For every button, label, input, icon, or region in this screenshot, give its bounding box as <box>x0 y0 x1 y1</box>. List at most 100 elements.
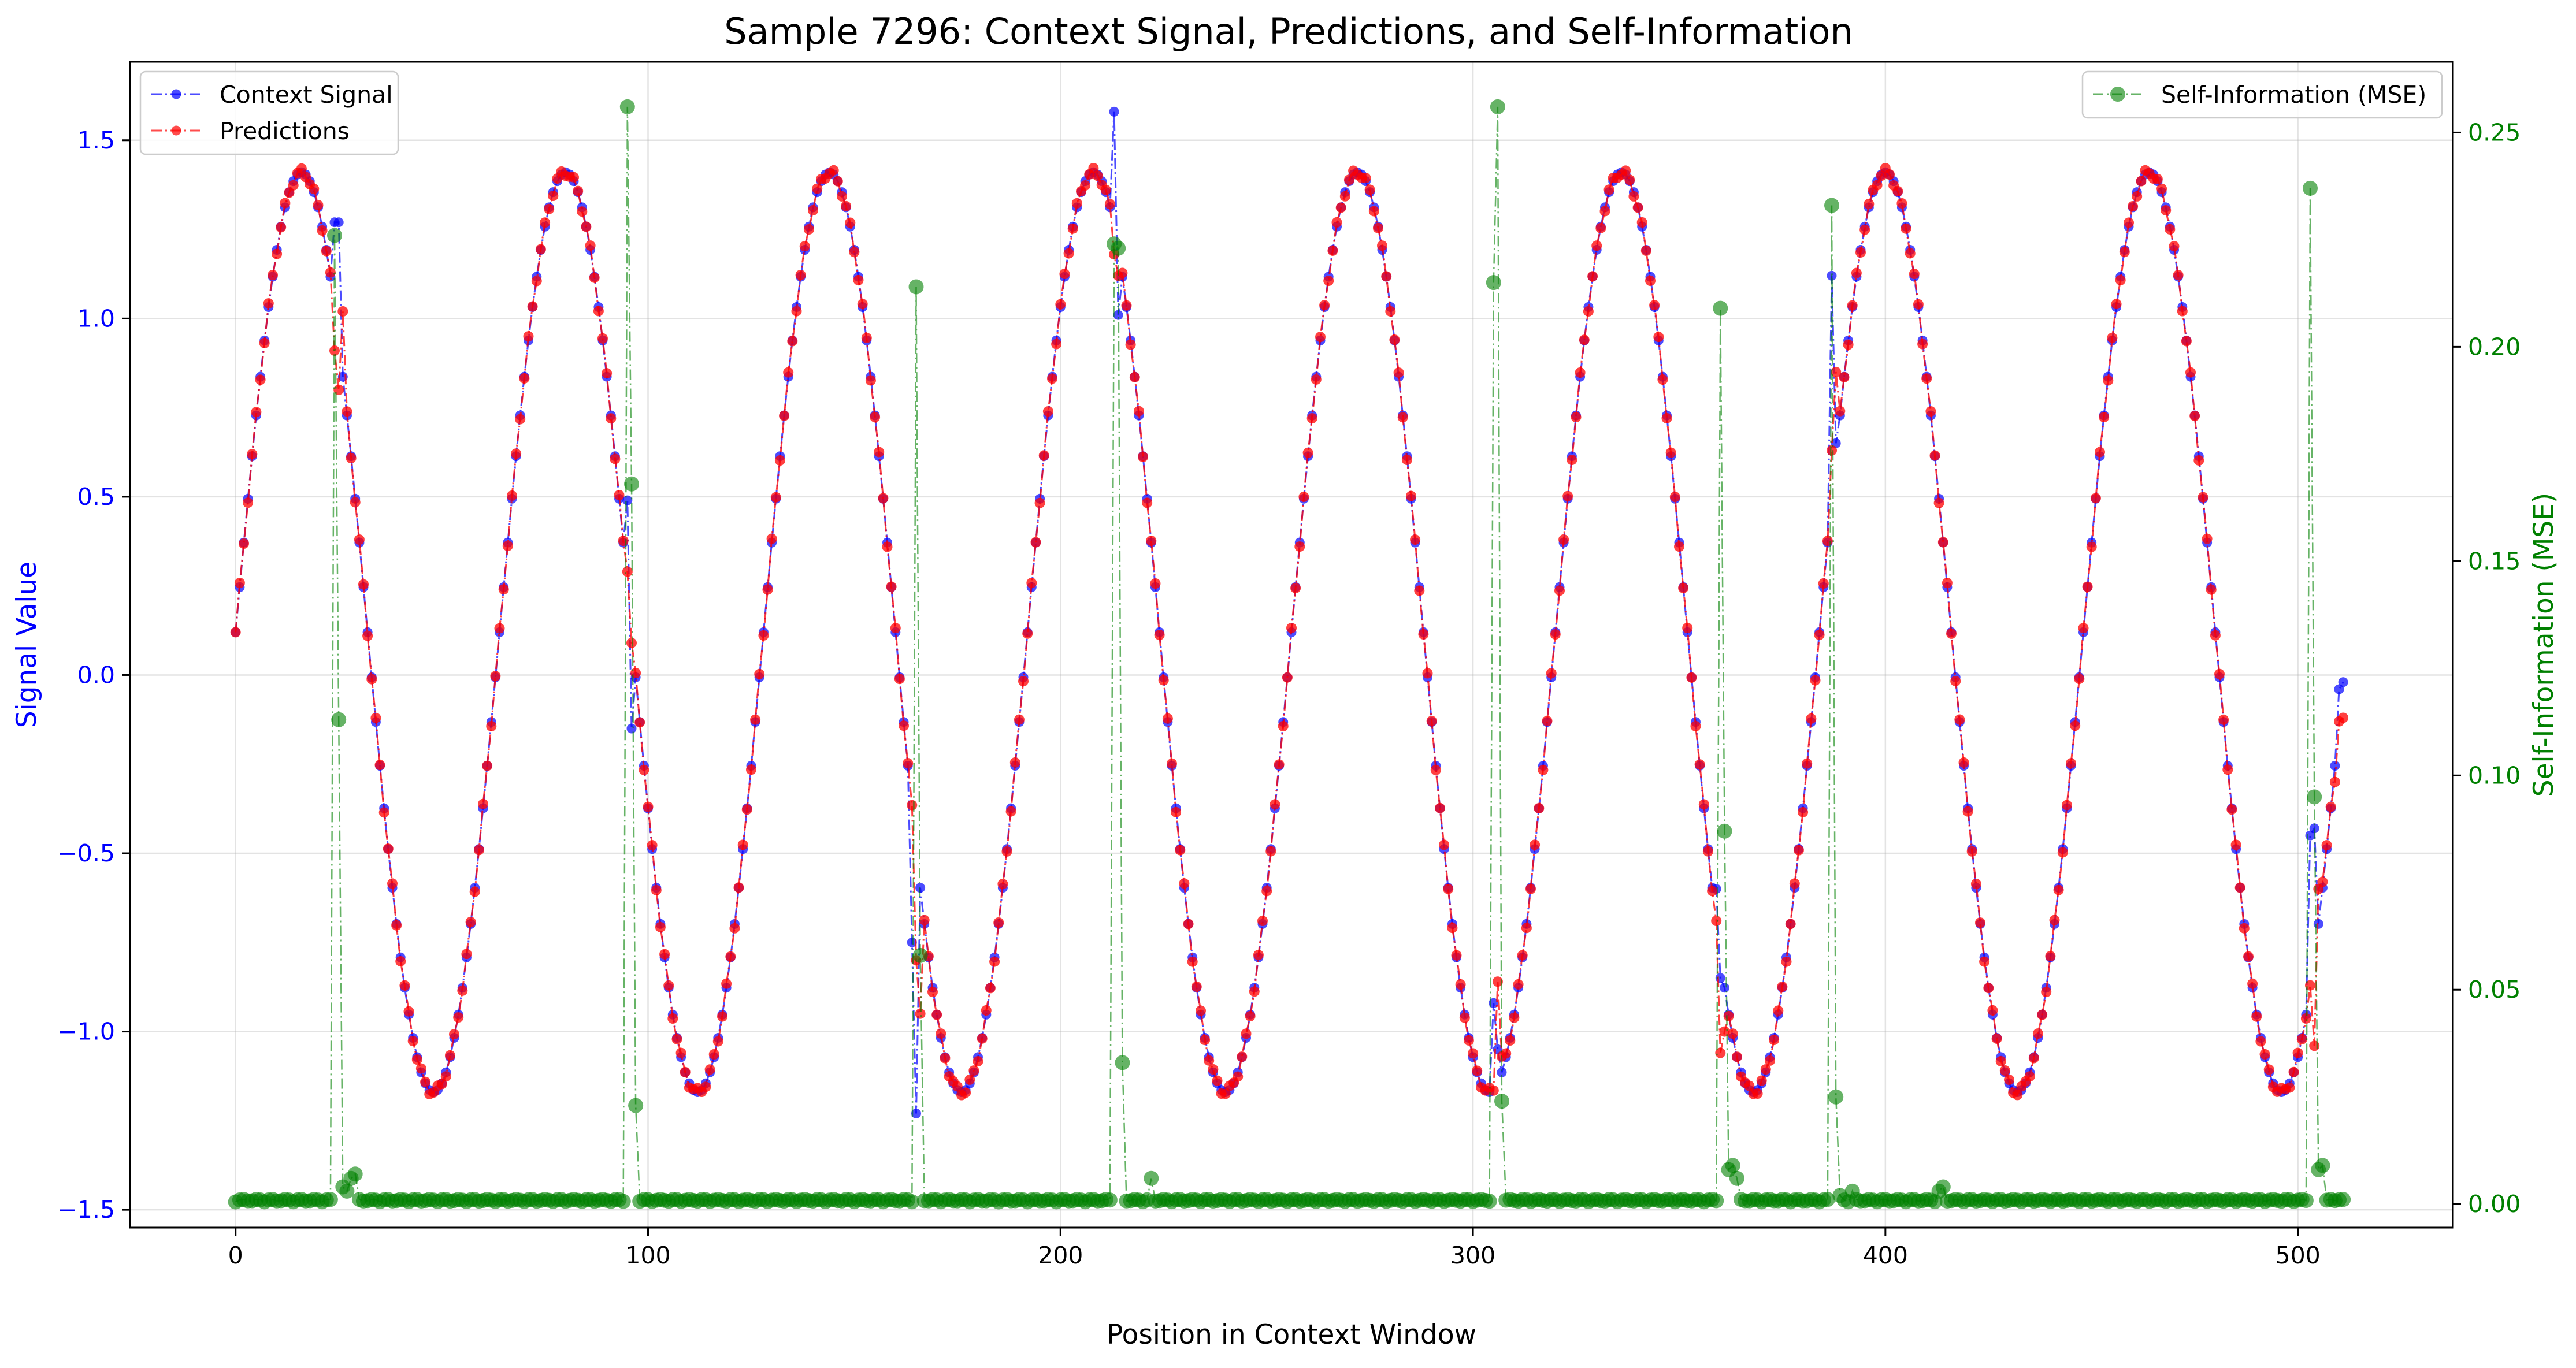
point-self-information <box>1729 1170 1744 1186</box>
point-predictions <box>548 191 559 201</box>
point-predictions <box>808 205 818 215</box>
point-predictions <box>952 1081 963 1092</box>
point-predictions <box>758 630 769 641</box>
point-predictions <box>1196 1005 1206 1016</box>
point-predictions <box>1975 917 1985 928</box>
point-self-information <box>1494 1094 1509 1109</box>
point-predictions <box>1488 1085 1499 1096</box>
point-predictions <box>1067 223 1078 234</box>
point-predictions <box>230 627 241 638</box>
y-tick-label: −0.5 <box>57 839 115 867</box>
point-predictions <box>1534 803 1545 813</box>
point-predictions <box>907 800 918 811</box>
legend-left: Context Signal Predictions <box>139 70 399 155</box>
point-predictions <box>473 845 484 856</box>
point-predictions <box>1381 271 1392 282</box>
point-predictions <box>1129 371 1140 382</box>
point-predictions <box>1191 981 1202 992</box>
point-predictions <box>1509 1012 1520 1023</box>
point-predictions <box>2152 173 2163 184</box>
point-predictions <box>1331 217 1342 228</box>
legend-entry-context-signal: Context Signal <box>151 81 393 109</box>
point-predictions <box>1302 447 1313 458</box>
point-predictions <box>1979 956 1990 967</box>
point-predictions <box>2012 1090 2023 1101</box>
point-predictions <box>1550 629 1561 640</box>
point-predictions <box>1315 332 1326 343</box>
point-predictions <box>989 956 1000 967</box>
point-predictions <box>1554 585 1565 596</box>
point-predictions <box>799 241 810 252</box>
point-predictions <box>2115 274 2126 285</box>
point-predictions <box>1327 245 1338 256</box>
point-predictions <box>1051 339 1062 350</box>
point-predictions <box>540 217 551 228</box>
point-self-information <box>628 1098 644 1113</box>
point-self-information <box>1111 240 1126 256</box>
point-predictions <box>1913 299 1924 310</box>
point-predictions <box>1117 267 1128 278</box>
point-predictions <box>903 758 914 769</box>
point-predictions <box>2189 410 2200 421</box>
point-predictions <box>1558 534 1569 545</box>
point-predictions <box>1505 1035 1516 1046</box>
y2-tick-label: 0.20 <box>2468 333 2521 360</box>
point-predictions <box>1958 757 1969 768</box>
point-self-information <box>1828 1089 1844 1105</box>
point-predictions <box>597 333 608 344</box>
point-self-information <box>908 279 924 295</box>
point-predictions <box>1995 1055 2006 1066</box>
point-predictions <box>1640 246 1651 256</box>
point-predictions <box>1245 1011 1256 1021</box>
point-self-information <box>327 228 342 243</box>
point-predictions <box>845 217 856 228</box>
point-predictions <box>531 276 542 287</box>
point-predictions <box>643 801 654 812</box>
point-predictions <box>1587 271 1598 282</box>
point-predictions <box>362 630 373 641</box>
point-predictions <box>1987 1005 1998 1016</box>
y-tick-label: −1.0 <box>57 1018 115 1046</box>
point-self-information <box>1486 275 1501 291</box>
point-predictions <box>2057 847 2068 858</box>
point-self-information <box>2336 1192 2351 1207</box>
point-predictions <box>523 331 534 342</box>
point-predictions <box>1022 628 1033 639</box>
point-predictions <box>383 843 394 854</box>
point-predictions <box>1014 714 1025 725</box>
point-predictions <box>2066 758 2076 769</box>
point-predictions <box>1719 1026 1730 1037</box>
point-context-signal <box>2330 761 2340 771</box>
point-predictions <box>1929 450 1940 461</box>
point-self-information <box>1824 198 1839 213</box>
point-predictions <box>2095 447 2105 458</box>
point-predictions <box>1418 629 1429 640</box>
point-predictions <box>2161 205 2172 216</box>
point-predictions <box>1921 373 1932 384</box>
point-predictions <box>415 1063 426 1074</box>
point-predictions <box>272 248 283 259</box>
point-predictions <box>469 886 480 897</box>
point-predictions <box>1323 276 1334 286</box>
point-predictions <box>2032 1028 2043 1039</box>
point-predictions <box>1055 299 1066 310</box>
point-predictions <box>729 923 740 934</box>
point-predictions <box>2247 978 2258 989</box>
point-predictions <box>1393 367 1404 378</box>
point-predictions <box>1567 455 1577 466</box>
x-tick-label: 0 <box>228 1241 243 1269</box>
point-predictions <box>457 985 468 996</box>
point-predictions <box>1789 878 1800 889</box>
point-predictions <box>1698 799 1709 810</box>
point-predictions <box>2234 882 2245 893</box>
point-predictions <box>391 920 402 931</box>
legend-label-predictions: Predictions <box>220 117 350 145</box>
point-self-information <box>619 99 635 114</box>
point-self-information <box>2298 1193 2314 1208</box>
point-self-information <box>339 1183 355 1199</box>
point-predictions <box>399 980 410 991</box>
point-predictions <box>1088 163 1099 173</box>
point-predictions <box>1583 306 1594 317</box>
point-predictions <box>2156 183 2167 194</box>
point-predictions <box>2202 533 2213 544</box>
